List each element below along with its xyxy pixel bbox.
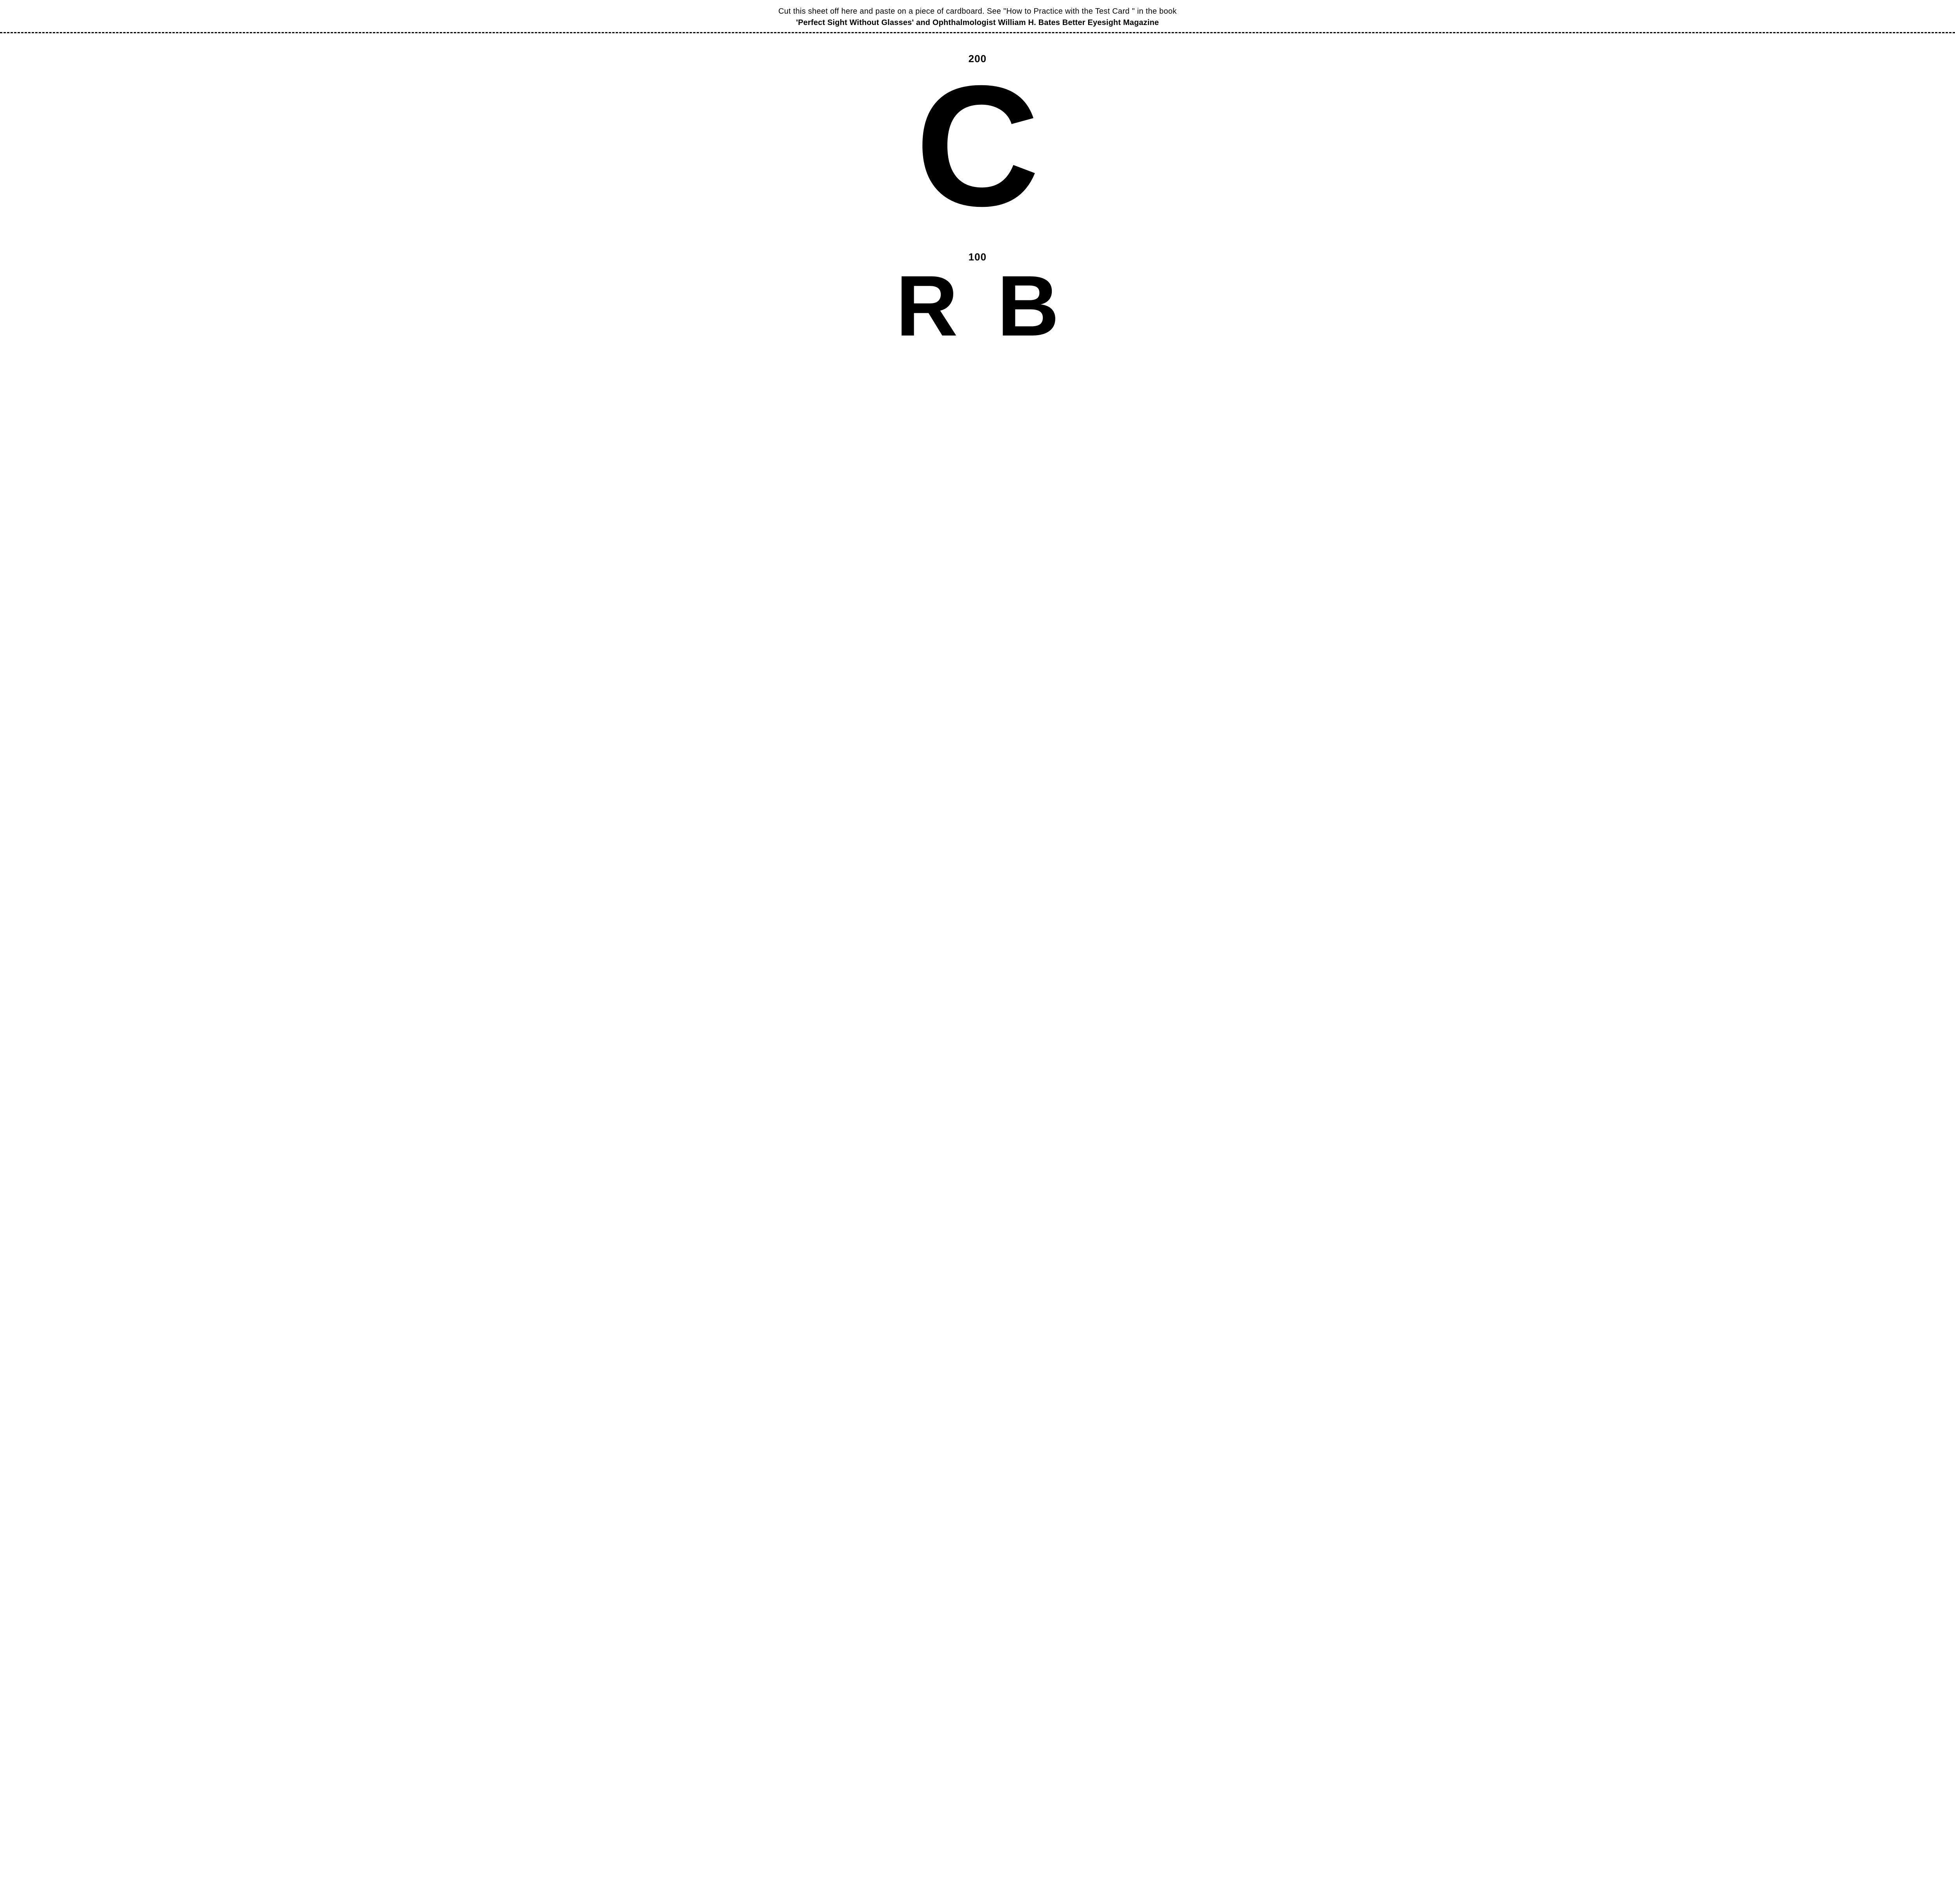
chart-row-200: 200 C <box>915 53 1040 224</box>
eye-test-card-page: Cut this sheet off here and paste on a p… <box>0 0 1955 372</box>
row-letters-100: R B <box>896 267 1059 345</box>
instruction-line-2: 'Perfect Sight Without Glasses' and Opht… <box>0 18 1955 27</box>
row-label-100: 100 <box>969 251 986 263</box>
cut-here-dashed-line <box>0 32 1955 33</box>
letter-b-100: B <box>997 267 1059 345</box>
chart-row-100: 100 R B <box>896 251 1059 345</box>
letter-c-200: C <box>915 69 1040 224</box>
letter-r-100: R <box>896 267 958 345</box>
header-instructions: Cut this sheet off here and paste on a p… <box>0 0 1955 31</box>
instruction-line-1: Cut this sheet off here and paste on a p… <box>0 7 1955 16</box>
snellen-chart-area: 200 C 100 R B <box>0 53 1955 372</box>
row-letters-200: C <box>915 69 1040 224</box>
